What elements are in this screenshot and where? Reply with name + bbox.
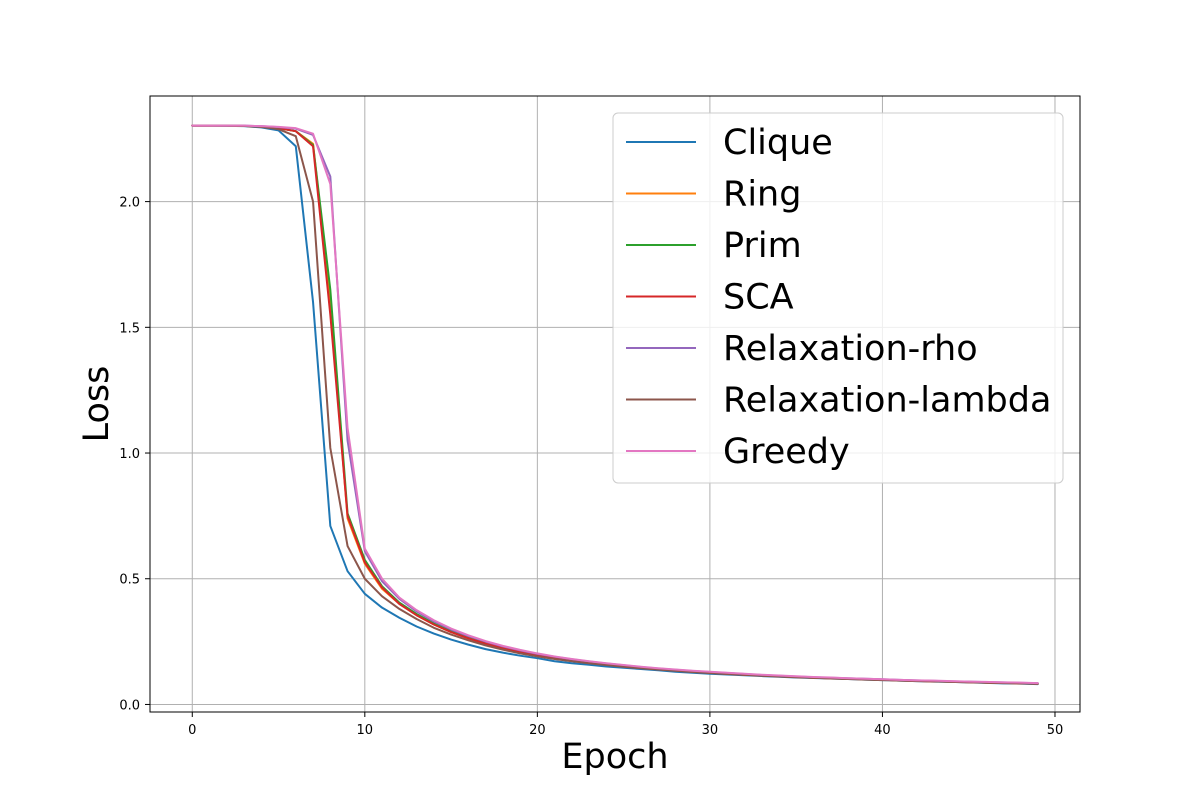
x-tick-label: 20 bbox=[529, 723, 546, 738]
y-tick-label: 1.5 bbox=[119, 321, 140, 336]
y-tick-label: 0.0 bbox=[119, 698, 140, 713]
legend-label: Greedy bbox=[723, 432, 850, 472]
y-tick-label: 1.0 bbox=[119, 447, 140, 462]
x-tick-label: 40 bbox=[874, 723, 891, 738]
axis-ticks: 0 10 20 30 40 50 0.0 0.5 1.0 1.5 2.0 bbox=[119, 196, 1063, 738]
legend-label: SCA bbox=[723, 278, 794, 318]
series-lines bbox=[191, 124, 1039, 686]
y-tick-label: 0.5 bbox=[119, 573, 140, 588]
y-tick-label: 2.0 bbox=[119, 196, 140, 211]
legend-label: Ring bbox=[723, 175, 801, 215]
legend-label: Relaxation-lambda bbox=[723, 381, 1051, 421]
legend-box bbox=[612, 112, 1064, 484]
legend-label: Prim bbox=[723, 226, 802, 266]
x-tick-label: 30 bbox=[702, 723, 719, 738]
legend-label: Clique bbox=[723, 123, 833, 163]
series-line-greedy bbox=[191, 124, 1039, 685]
legend: Clique Ring Prim SCA Relaxation-rho Relaxatio… bbox=[612, 112, 1064, 484]
x-tick-label: 10 bbox=[357, 723, 374, 738]
plot-frame bbox=[149, 95, 1081, 713]
y-axis-label: Loss bbox=[77, 366, 117, 443]
x-tick-label: 50 bbox=[1047, 723, 1064, 738]
x-axis-label: Epoch bbox=[561, 737, 668, 777]
x-tick-label: 0 bbox=[188, 723, 196, 738]
legend-label: Relaxation-rho bbox=[723, 329, 978, 369]
